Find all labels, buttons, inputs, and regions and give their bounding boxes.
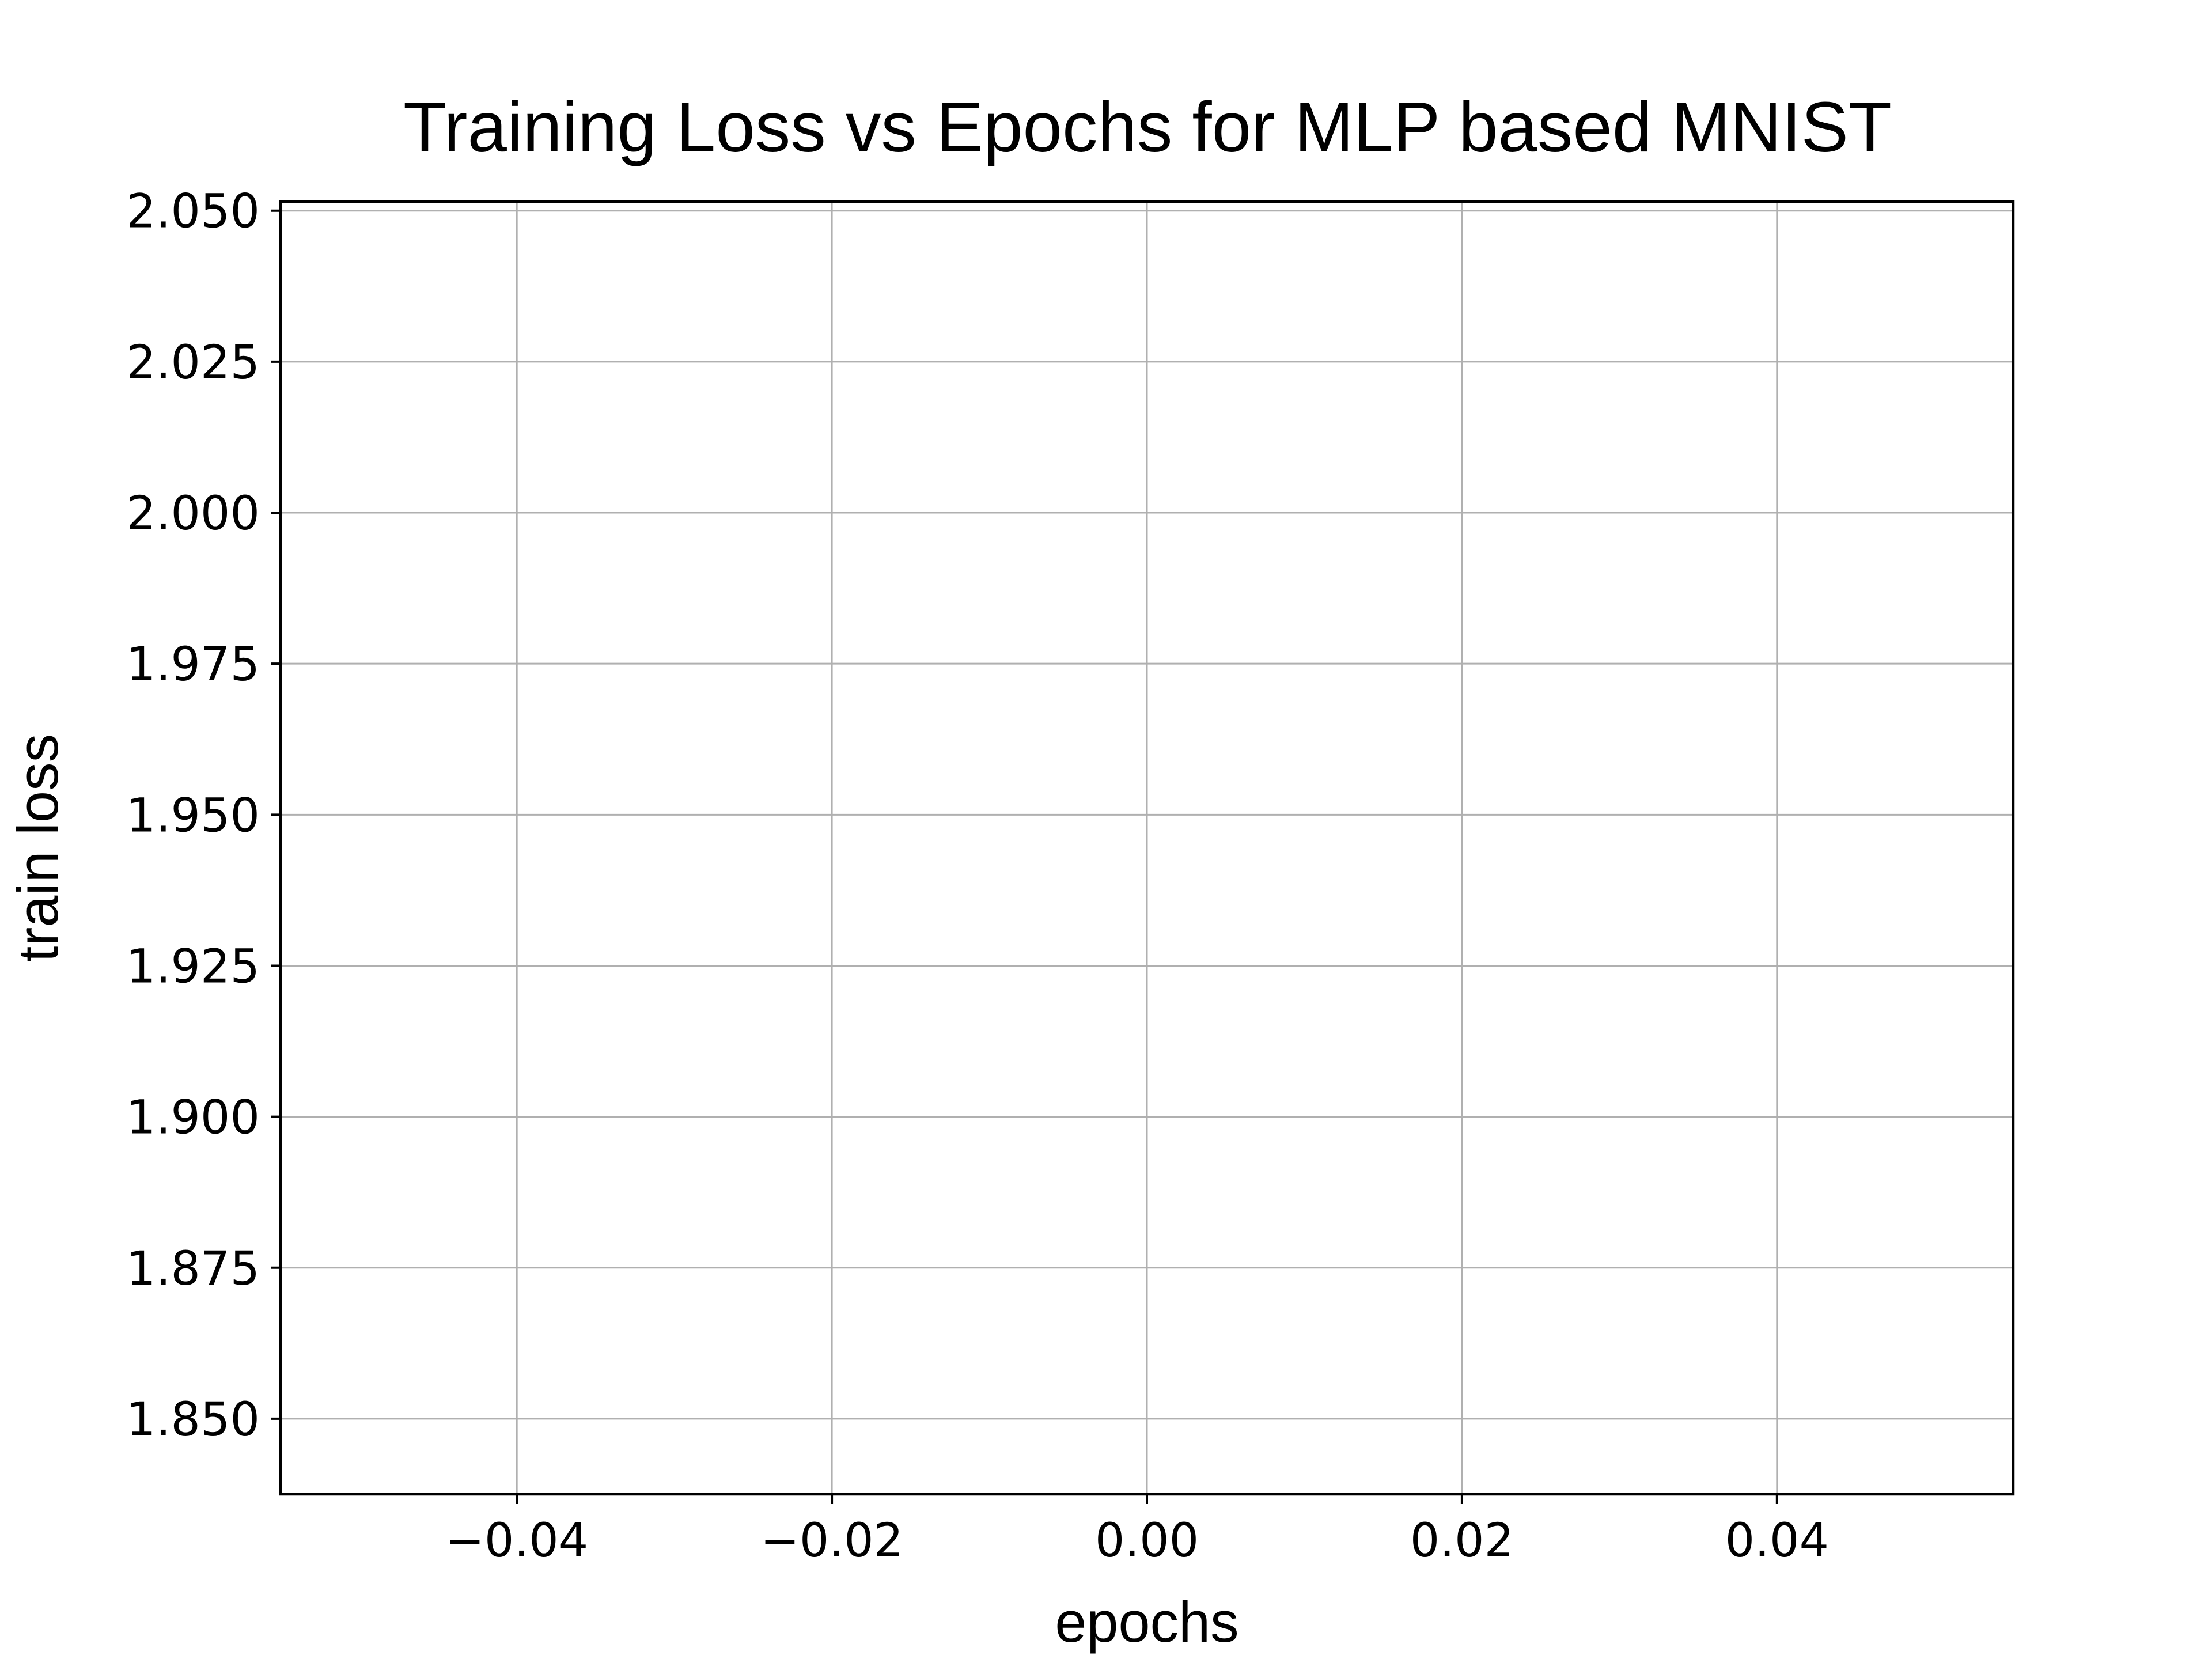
y-axis-label: train loss xyxy=(6,734,70,962)
y-tick-label: 1.925 xyxy=(126,940,260,994)
x-tick-label: 0.00 xyxy=(1095,1514,1199,1568)
x-tick-label: 0.04 xyxy=(1725,1514,1829,1568)
y-tick-label: 1.850 xyxy=(126,1393,260,1447)
x-tick-label: −0.02 xyxy=(760,1514,903,1568)
y-tick-label: 2.025 xyxy=(126,336,260,390)
y-tick-label: 1.875 xyxy=(126,1242,260,1296)
y-tick-label: 1.975 xyxy=(126,638,260,692)
grid-lines xyxy=(281,202,2013,1494)
x-tick-label: −0.04 xyxy=(445,1514,588,1568)
y-tick-label: 2.050 xyxy=(126,185,260,239)
y-tick-label: 1.900 xyxy=(126,1091,260,1145)
axes-frame xyxy=(279,200,2015,1496)
x-tick-label: 0.02 xyxy=(1410,1514,1514,1568)
x-axis-label: epochs xyxy=(1055,1590,1238,1654)
y-tick-label: 1.950 xyxy=(126,789,260,843)
chart-title: Training Loss vs Epochs for MLP based MN… xyxy=(403,88,1892,167)
axis-ticks: −0.04 −0.02 0.00 0.02 0.04 1.850 1.875 1.900 1.9… xyxy=(126,185,1829,1568)
y-tick-label: 2.000 xyxy=(126,487,260,541)
